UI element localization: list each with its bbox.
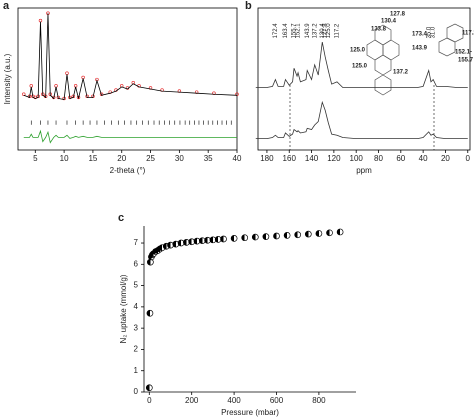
structure-annotation: 117.2 <box>462 31 474 37</box>
x-tick-label: 100 <box>350 154 364 163</box>
panel-label: a <box>3 0 10 12</box>
peak-label: 35.0 <box>426 26 432 38</box>
x-axis-label: Pressure (mbar) <box>221 408 279 417</box>
data-point <box>294 231 302 239</box>
data-dot <box>76 95 81 100</box>
y-tick-label: 6 <box>134 259 139 268</box>
x-tick-label: 0 <box>147 396 152 405</box>
y-tick-label: 3 <box>134 323 139 332</box>
x-tick-label: 10 <box>60 154 69 163</box>
y-tick-label: 7 <box>134 238 139 247</box>
x-tick-label: 600 <box>270 396 284 405</box>
data-point <box>262 233 270 240</box>
data-line <box>255 42 468 88</box>
axes-frame <box>17 7 238 151</box>
x-tick-label: 800 <box>312 396 326 405</box>
data-line <box>255 100 468 140</box>
x-tick-label: 25 <box>146 154 155 163</box>
x-tick-label: 35 <box>204 154 213 163</box>
peak-label: 127.8 <box>323 23 329 39</box>
peak-label: 125.0 <box>326 23 332 39</box>
structure-annotation: 125.0 <box>350 48 366 54</box>
x-axis-label: 2-theta (°) <box>110 166 146 175</box>
data-point <box>146 309 154 317</box>
data-line <box>23 129 237 144</box>
x-tick-label: 40 <box>233 154 242 163</box>
x-tick-label: 0 <box>466 154 471 163</box>
peak-label: 117.2 <box>335 23 341 38</box>
data-line <box>23 13 238 100</box>
x-axis-label: ppm <box>356 166 372 175</box>
peak-label: 137.2 <box>312 23 318 39</box>
peak-label: 143.9 <box>305 23 311 39</box>
data-point <box>283 232 291 239</box>
peak-label: 172.4 <box>273 23 279 39</box>
data-point <box>147 258 154 266</box>
y-tick-label: 2 <box>134 345 139 354</box>
molecule-sketch <box>366 23 464 96</box>
structure-annotation: 152.1- <box>455 50 472 56</box>
x-tick-label: 5 <box>33 154 38 163</box>
structure-annotation: 137.2 <box>393 70 409 76</box>
structure-annotation: 173.4 <box>412 32 428 38</box>
axes-frame <box>257 7 471 151</box>
data-point <box>273 232 280 240</box>
data-point <box>230 234 238 242</box>
x-tick-label: 120 <box>327 154 341 163</box>
data-point <box>220 235 227 243</box>
x-tick-label: 180 <box>260 154 274 163</box>
data-point <box>336 228 344 236</box>
y-tick-label: 0 <box>134 387 139 396</box>
x-tick-label: 20 <box>441 154 450 163</box>
structure-annotation: 125.0 <box>352 64 368 70</box>
panel-label: c <box>118 212 124 224</box>
peak-label: 163.4 <box>283 23 289 39</box>
x-tick-label: 60 <box>396 154 405 163</box>
x-tick-label: 140 <box>305 154 319 163</box>
y-axis-label: Intensity (a.u.) <box>3 53 12 104</box>
x-tick-label: 200 <box>185 396 199 405</box>
peak-label: 152.1 <box>296 23 302 39</box>
data-dot <box>235 92 239 96</box>
x-tick-label: 160 <box>283 154 297 163</box>
y-tick-label: 5 <box>134 281 139 290</box>
structure-annotation: 133.8 <box>371 27 387 33</box>
x-tick-label: 80 <box>374 154 383 163</box>
data-point <box>315 230 323 237</box>
data-point <box>167 241 174 249</box>
data-point <box>172 240 180 248</box>
data-point <box>304 230 312 238</box>
x-tick-label: 400 <box>227 396 241 405</box>
x-tick-label: 40 <box>419 154 428 163</box>
data-point <box>145 384 153 392</box>
data-dot <box>65 71 69 75</box>
structure-annotation: 155.7 <box>458 58 474 64</box>
data-dot <box>22 92 26 96</box>
data-point <box>251 233 259 241</box>
structure-annotation: 143.9 <box>412 46 428 52</box>
structure-annotation: 127.8 <box>390 12 406 18</box>
peak-label: 31.0 <box>431 26 437 38</box>
peak-label: 155.7 <box>292 23 298 39</box>
x-tick-label: 30 <box>175 154 184 163</box>
data-dot <box>29 84 33 88</box>
data-point <box>241 234 249 242</box>
peak-label: 130.4 <box>320 23 326 39</box>
data-dot <box>38 18 43 23</box>
x-tick-label: 15 <box>88 154 97 163</box>
panel-label: b <box>245 0 252 12</box>
structure-annotation: 130.4 <box>381 19 397 25</box>
data-point <box>326 229 333 237</box>
y-axis-label: N₂ uptake (mmol/g) <box>119 274 128 343</box>
x-tick-label: 20 <box>117 154 126 163</box>
y-tick-label: 1 <box>134 366 139 375</box>
y-tick-label: 4 <box>134 302 139 311</box>
